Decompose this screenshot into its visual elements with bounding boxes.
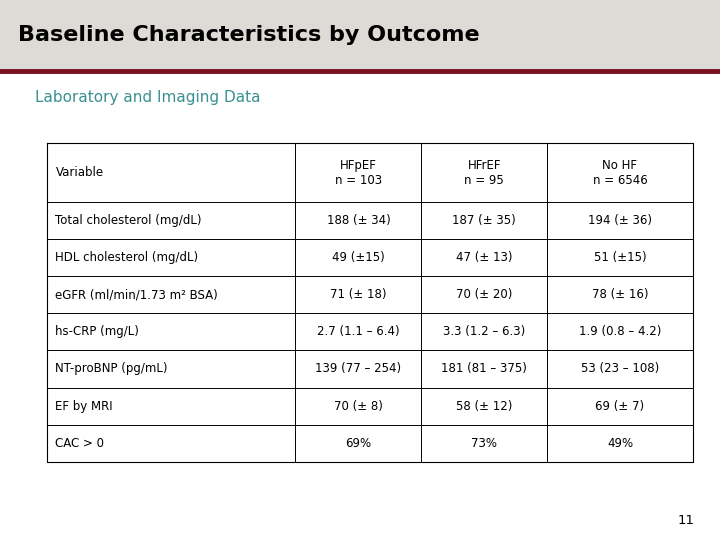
Text: CAC > 0: CAC > 0 [55, 437, 104, 450]
Text: Total cholesterol (mg/dL): Total cholesterol (mg/dL) [55, 214, 202, 227]
Text: NT-proBNP (pg/mL): NT-proBNP (pg/mL) [55, 362, 168, 375]
Text: 194 (± 36): 194 (± 36) [588, 214, 652, 227]
Text: 69%: 69% [346, 437, 372, 450]
Text: HFrEF
n = 95: HFrEF n = 95 [464, 159, 504, 187]
Text: 51 (±15): 51 (±15) [594, 251, 647, 264]
Text: 69 (± 7): 69 (± 7) [595, 400, 644, 413]
Text: 78 (± 16): 78 (± 16) [592, 288, 648, 301]
Text: eGFR (ml/min/1.73 m² BSA): eGFR (ml/min/1.73 m² BSA) [55, 288, 218, 301]
Text: 70 (± 8): 70 (± 8) [334, 400, 383, 413]
Text: HDL cholesterol (mg/dL): HDL cholesterol (mg/dL) [55, 251, 199, 264]
Text: EF by MRI: EF by MRI [55, 400, 113, 413]
Text: 71 (± 18): 71 (± 18) [330, 288, 387, 301]
Text: 11: 11 [678, 514, 695, 526]
Text: Laboratory and Imaging Data: Laboratory and Imaging Data [35, 90, 260, 105]
Text: 47 (± 13): 47 (± 13) [456, 251, 513, 264]
FancyBboxPatch shape [0, 0, 720, 70]
Text: 139 (77 – 254): 139 (77 – 254) [315, 362, 402, 375]
Text: 181 (81 – 375): 181 (81 – 375) [441, 362, 527, 375]
Text: Variable: Variable [55, 166, 104, 179]
Text: No HF
n = 6546: No HF n = 6546 [593, 159, 647, 187]
Text: hs-CRP (mg/L): hs-CRP (mg/L) [55, 326, 139, 339]
Text: HFpEF
n = 103: HFpEF n = 103 [335, 159, 382, 187]
Text: 49 (±15): 49 (±15) [332, 251, 384, 264]
Text: 58 (± 12): 58 (± 12) [456, 400, 513, 413]
Text: 2.7 (1.1 – 6.4): 2.7 (1.1 – 6.4) [317, 326, 400, 339]
Text: 70 (± 20): 70 (± 20) [456, 288, 513, 301]
Text: 188 (± 34): 188 (± 34) [327, 214, 390, 227]
Text: 187 (± 35): 187 (± 35) [452, 214, 516, 227]
Text: Baseline Characteristics by Outcome: Baseline Characteristics by Outcome [18, 25, 480, 45]
Text: 1.9 (0.8 – 4.2): 1.9 (0.8 – 4.2) [579, 326, 661, 339]
Text: 49%: 49% [607, 437, 633, 450]
Text: 53 (23 – 108): 53 (23 – 108) [581, 362, 659, 375]
Text: 3.3 (1.2 – 6.3): 3.3 (1.2 – 6.3) [444, 326, 526, 339]
Text: 73%: 73% [472, 437, 498, 450]
